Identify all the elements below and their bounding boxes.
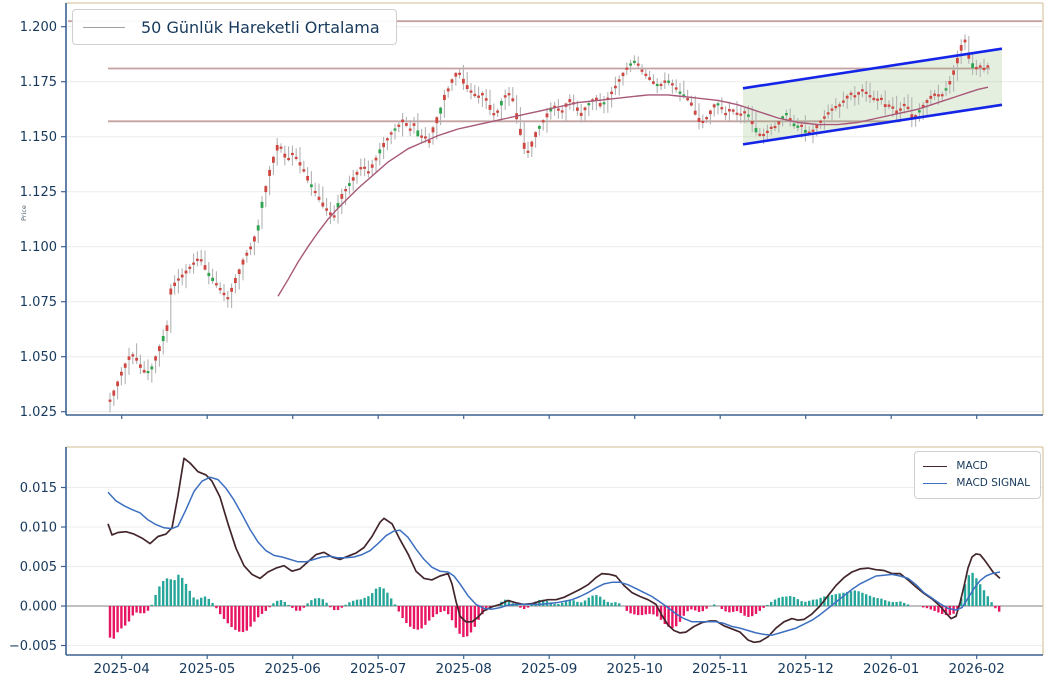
trend-channel-lines [742,47,1003,146]
price-axis-title: Price [20,205,28,221]
macd-signal-legend-row: MACD SIGNAL [923,475,1030,492]
price-ytick-label: 1.125 [20,185,57,200]
x-axis-month-label: 2025-07 [350,661,406,677]
ma50-legend-label: 50 Günlük Hareketli Ortalama [141,17,380,37]
macd-ytick-label: 0.000 [20,600,57,615]
price-ytick-label: 1.100 [20,240,57,255]
trend-channel-fill [743,48,1002,145]
price-ytick-label: 1.050 [20,350,57,365]
macd-gridlines [66,487,1043,646]
macd-lines [107,457,1001,644]
macd-ytick-label: −0.005 [9,639,57,654]
macd-axes: 0.015 0.010 0.005 0.000 −0.005 2025-04 2025-05… [9,446,1044,677]
price-axes: 1.200 1.175 1.150 1.125 1.100 1.075 1.050 1.025… [20,2,1044,420]
price-panel: 1.200 1.175 1.150 1.125 1.100 1.075 1.050 1.025… [20,2,1044,420]
price-ytick-label: 1.175 [20,75,57,90]
macd-legend-line-icon [923,466,948,467]
x-axis-month-label: 2025-12 [777,661,833,677]
x-axis-month-label: 2026-02 [948,661,1004,677]
x-axis-month-label: 2025-05 [179,661,235,677]
ma50-legend-line-icon [83,26,125,28]
macd-legend-label: MACD [956,460,988,472]
candlesticks [108,34,990,413]
price-ytick-label: 1.025 [20,405,57,420]
macd-panel: 0.015 0.010 0.005 0.000 −0.005 2025-04 2025-05… [9,446,1044,677]
macd-legend: MACD MACD SIGNAL [914,451,1041,499]
x-axis-month-label: 2025-09 [521,661,577,677]
macd-ytick-label: 0.015 [20,481,57,496]
macd-ytick-label: 0.005 [20,560,57,575]
ma50-legend: 50 Günlük Hareketli Ortalama [72,9,397,45]
x-axis-month-label: 2025-11 [692,661,748,677]
macd-signal-legend-line-icon [923,483,948,484]
x-axis-month-label: 2025-04 [93,661,149,677]
x-axis-month-label: 2025-10 [606,661,662,677]
macd-legend-row: MACD [923,458,988,475]
macd-signal-legend-label: MACD SIGNAL [956,477,1030,489]
x-axis-month-label: 2026-01 [863,661,919,677]
price-ytick-label: 1.150 [20,130,57,145]
x-axis-month-label: 2025-06 [264,661,320,677]
price-gridlines [66,26,1043,413]
ma50-line [277,86,989,297]
price-ytick-label: 1.075 [20,295,57,310]
x-axis-month-label: 2025-08 [435,661,491,677]
macd-ytick-label: 0.010 [20,521,57,536]
price-ytick-label: 1.200 [20,20,57,35]
